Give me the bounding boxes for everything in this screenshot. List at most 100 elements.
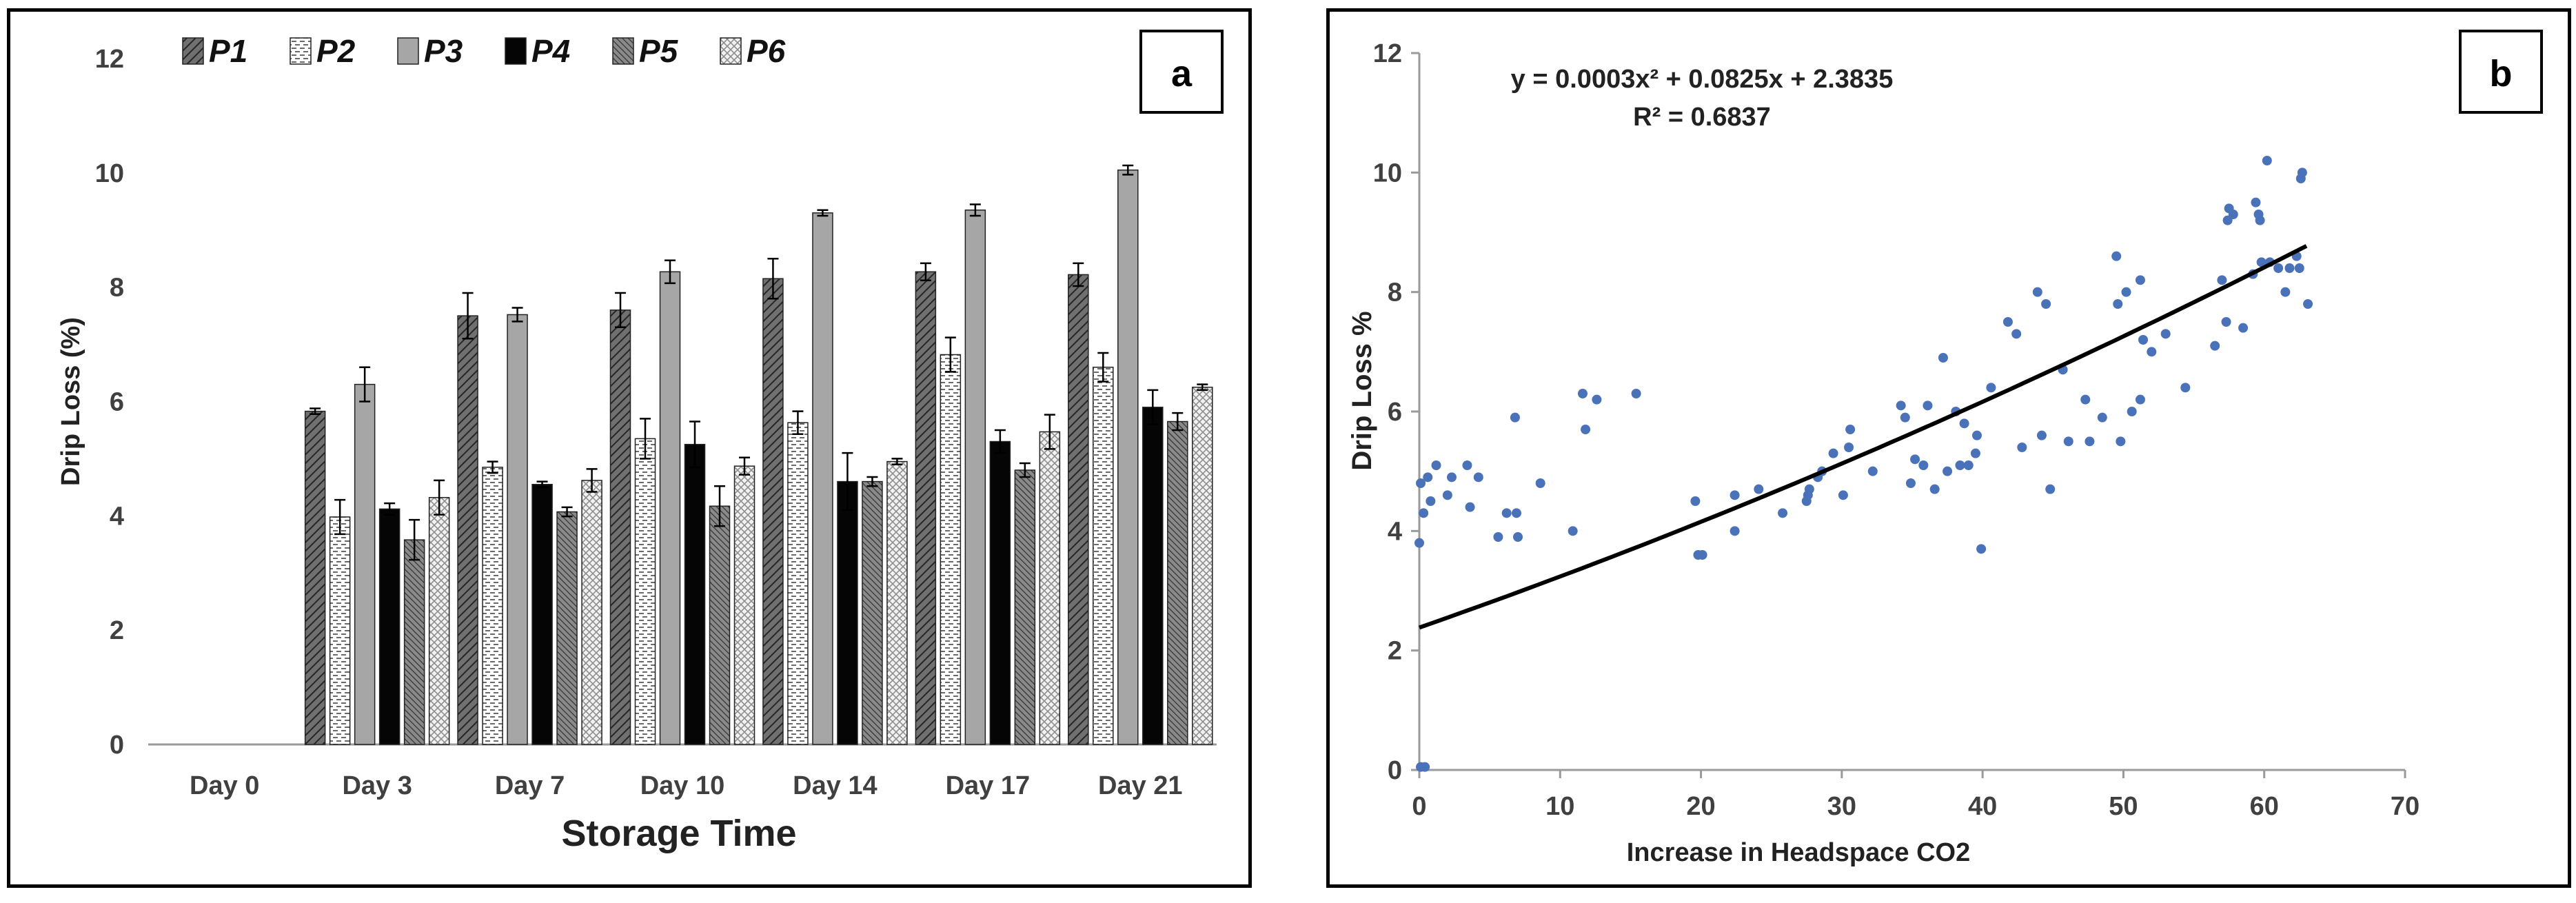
data-point xyxy=(1426,496,1436,506)
x-tick-label: 70 xyxy=(2391,792,2420,821)
data-point xyxy=(1442,490,1452,500)
bar-p4 xyxy=(989,440,1011,745)
data-point xyxy=(1511,508,1521,518)
legend-swatch-p5 xyxy=(612,37,634,65)
x-axis-title: Increase in Headspace CO2 xyxy=(1627,838,1970,867)
data-point xyxy=(1568,526,1578,536)
data-point xyxy=(1828,448,1838,458)
data-point xyxy=(1730,526,1740,536)
data-point xyxy=(2017,443,2027,452)
data-point xyxy=(2284,263,2295,273)
bar-p5 xyxy=(556,511,578,745)
legend-label-p2: P2 xyxy=(316,33,356,69)
y-tick-label: 6 xyxy=(1388,398,1402,427)
data-point xyxy=(2251,197,2261,207)
x-tick-label: Day 10 xyxy=(640,771,725,800)
bar-p1 xyxy=(304,410,326,745)
bar-p1 xyxy=(762,278,784,745)
data-point xyxy=(1420,762,1430,772)
data-point xyxy=(1513,532,1523,542)
data-point xyxy=(1929,484,1940,494)
bar-p5 xyxy=(709,505,731,745)
bar-p3 xyxy=(964,209,986,745)
data-point xyxy=(1867,466,1878,476)
bar-p2 xyxy=(940,354,962,745)
x-tick-label: 40 xyxy=(1968,792,1997,821)
panel-label: a xyxy=(1171,53,1193,94)
x-tick-label: Day 3 xyxy=(342,771,412,800)
bar-p2 xyxy=(634,438,656,745)
trendline-equation: y = 0.0003x² + 0.0825x + 2.3835 xyxy=(1511,65,1894,94)
data-point xyxy=(2217,275,2227,285)
legend-label-p6: P6 xyxy=(747,33,786,69)
data-point xyxy=(2138,335,2149,345)
data-point xyxy=(2032,287,2042,297)
bar-p6 xyxy=(733,465,755,745)
data-point xyxy=(2045,484,2056,494)
data-point xyxy=(1581,425,1591,434)
x-tick-label: 20 xyxy=(1686,792,1715,821)
data-point xyxy=(2147,347,2157,357)
bar-p6 xyxy=(1039,431,1061,745)
bar-p6 xyxy=(581,480,602,745)
data-point xyxy=(2273,263,2284,273)
data-point xyxy=(2135,275,2145,285)
bar-p4 xyxy=(684,443,706,745)
x-tick-label: Day 21 xyxy=(1098,771,1183,800)
bar-p3 xyxy=(507,314,528,745)
data-point xyxy=(2180,383,2191,393)
data-point xyxy=(2135,394,2145,405)
panel-label-box xyxy=(2459,30,2543,114)
data-point xyxy=(1416,478,1426,488)
data-point xyxy=(1493,532,1503,542)
data-point xyxy=(2294,263,2304,273)
x-axis-title: Storage Time xyxy=(561,813,796,854)
data-point xyxy=(1923,400,1933,411)
data-point xyxy=(2238,323,2249,333)
data-point xyxy=(2080,394,2091,405)
data-point xyxy=(2280,287,2291,297)
data-point xyxy=(2255,215,2265,225)
x-tick-label: 10 xyxy=(1545,792,1574,821)
data-point xyxy=(2111,251,2122,261)
data-point xyxy=(1431,460,1441,470)
y-tick-label: 4 xyxy=(1388,517,1402,546)
data-point xyxy=(1955,460,1965,470)
bar-p4 xyxy=(531,483,553,745)
bar-p4 xyxy=(837,480,858,745)
bar-chart: 0 2 4 6 8 10 12 Day 0 Day 3 Day 7 Day 10 Day 14 Day … xyxy=(57,30,1224,854)
data-point xyxy=(1690,496,1701,506)
data-point xyxy=(1976,544,1987,554)
data-point xyxy=(2303,299,2313,309)
data-point xyxy=(1778,508,1788,518)
data-point xyxy=(1845,425,1856,434)
data-point xyxy=(2127,407,2137,416)
data-point xyxy=(1462,460,1472,470)
bar-p2 xyxy=(787,422,809,745)
x-tick-label: 0 xyxy=(1412,792,1426,821)
bar-p1 xyxy=(609,310,631,745)
legend-label-p5: P5 xyxy=(639,33,679,69)
data-point xyxy=(1446,472,1457,483)
data-point xyxy=(1905,478,1916,488)
legend-swatch-p6 xyxy=(720,37,742,65)
data-point xyxy=(2160,329,2171,339)
data-point xyxy=(1838,490,1848,500)
y-tick-label: 6 xyxy=(110,388,124,417)
data-point xyxy=(1918,460,1929,470)
bar-p6 xyxy=(886,460,908,745)
bar-p5 xyxy=(862,480,883,745)
y-tick-label: 2 xyxy=(110,616,124,645)
y-axis-title: Drip Loss (%) xyxy=(57,317,85,486)
data-point xyxy=(2228,210,2238,219)
data-point xyxy=(2262,156,2272,165)
data-point xyxy=(1938,353,1948,363)
chart-panel-b: 0 2 4 6 8 10 12 0 10 20 30 40 50 60 70 Drip Loss % Incre… xyxy=(1326,8,2571,888)
x-tick-label: 50 xyxy=(2109,792,2138,821)
y-tick-label: 2 xyxy=(1388,637,1402,666)
legend-label-p4: P4 xyxy=(531,33,570,69)
y-tick-label: 10 xyxy=(1373,159,1402,187)
bar-p2 xyxy=(1093,367,1114,745)
x-tick-label: Day 7 xyxy=(495,771,565,800)
y-tick-label: 0 xyxy=(110,731,124,760)
